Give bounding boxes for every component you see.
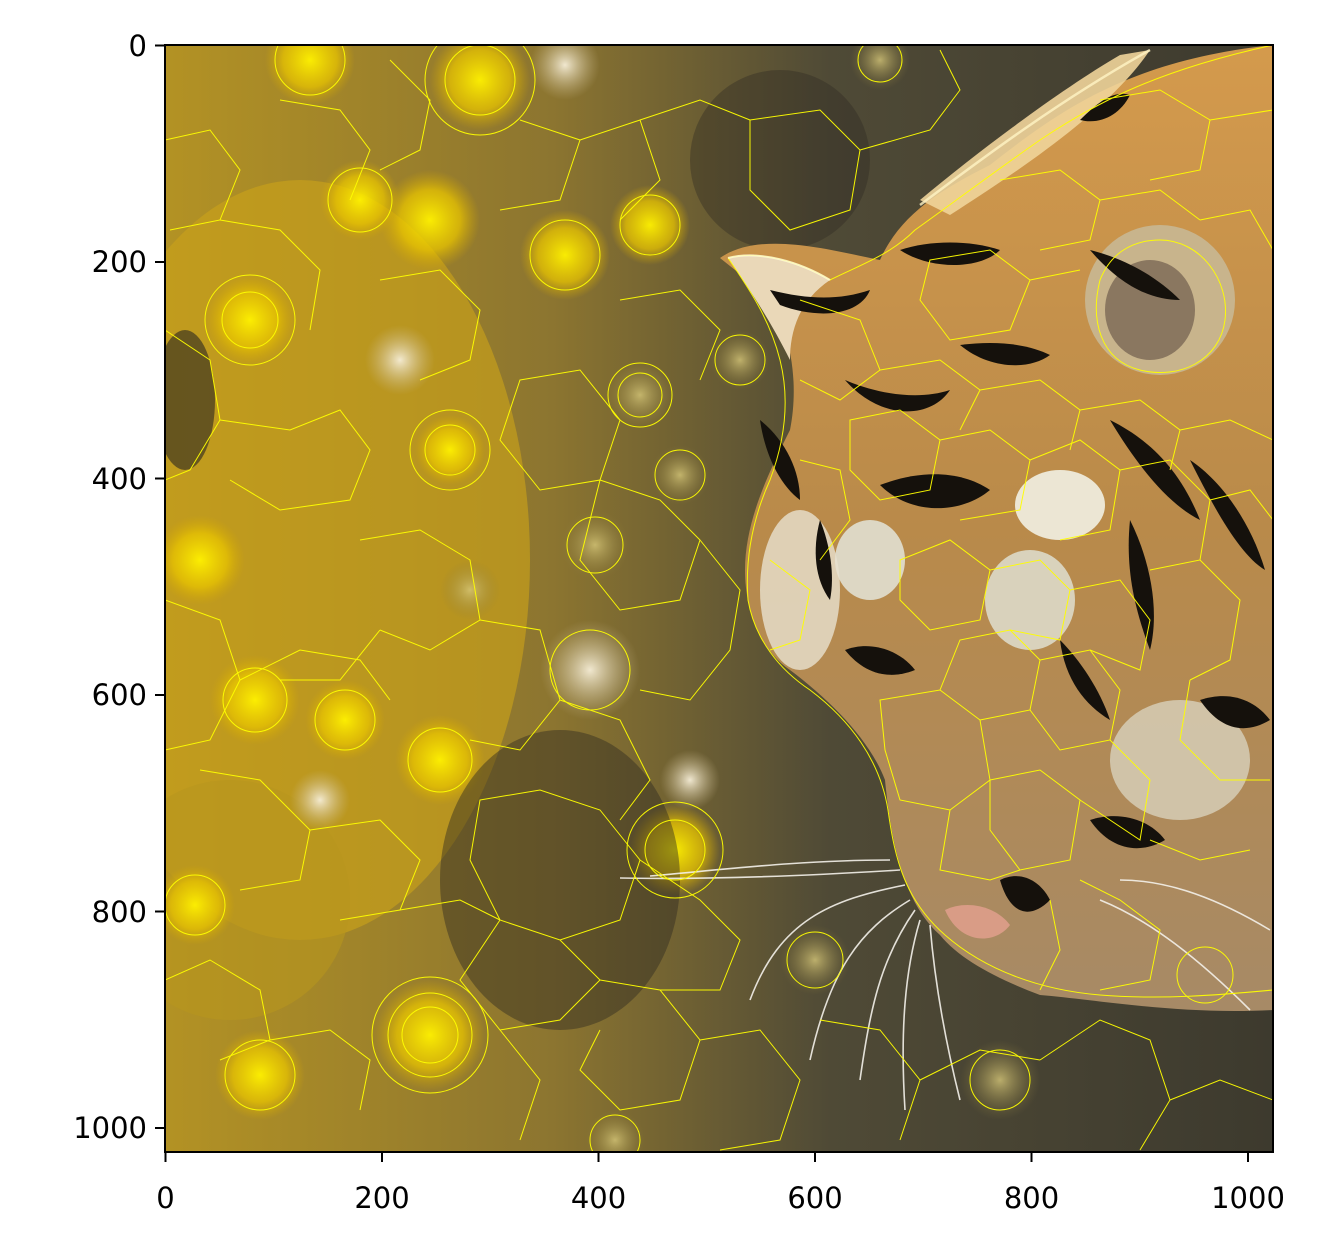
- y-tick-label: 0: [129, 29, 147, 63]
- tiger-image: [165, 45, 1273, 1152]
- y-tick-label: 600: [92, 678, 147, 712]
- y-axis: [155, 44, 165, 1129]
- x-tick-labels: 0 200 400 600 800 1000: [156, 1181, 1285, 1215]
- x-tick-label: 0: [156, 1181, 174, 1215]
- x-tick-label: 200: [354, 1181, 409, 1215]
- y-tick-labels: 0 200 400 600 800 1000: [73, 29, 147, 1145]
- y-tick-label: 400: [92, 462, 147, 496]
- x-tick-label: 600: [787, 1181, 842, 1215]
- x-tick-label: 1000: [1211, 1181, 1285, 1215]
- y-tick-label: 200: [92, 245, 147, 279]
- x-tick-label: 400: [571, 1181, 626, 1215]
- axes-frame: [164, 44, 1274, 1153]
- x-tick-label: 800: [1004, 1181, 1059, 1215]
- y-tick-label: 800: [92, 895, 147, 929]
- y-tick-label: 1000: [73, 1111, 147, 1145]
- x-axis: [164, 1152, 1249, 1162]
